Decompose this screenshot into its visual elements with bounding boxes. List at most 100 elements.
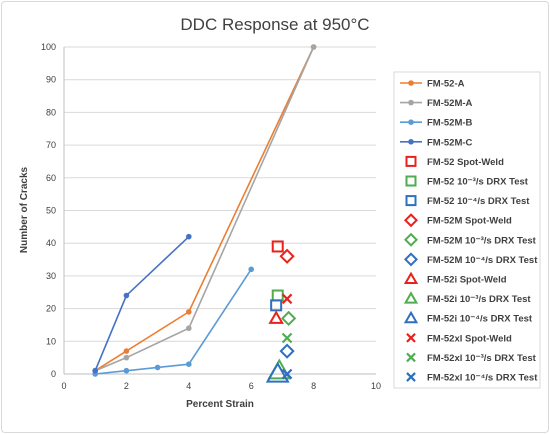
y-axis-label: Number of Cracks <box>19 166 30 253</box>
legend-label: FM-52-A <box>427 79 465 90</box>
legend-swatch <box>405 155 417 167</box>
legend-item: FM-52M-C <box>400 137 473 148</box>
data-marker <box>279 343 295 359</box>
y-tick-label: 30 <box>46 271 56 281</box>
y-tick-label: 90 <box>46 75 56 85</box>
legend-item: FM-52M 10⁻⁴/s DRX Test <box>404 252 538 267</box>
legend-swatch <box>403 310 419 324</box>
y-tick-label: 100 <box>41 42 56 52</box>
data-point <box>186 309 192 315</box>
axes <box>63 47 376 375</box>
tick-labels: 0 10 20 30 40 50 60 70 80 90 100 0 2 4 6 8 10 <box>41 42 381 391</box>
legend-item: FM-52-A <box>400 79 465 90</box>
data-marker <box>265 361 290 383</box>
data-marker <box>271 240 284 253</box>
series-12 <box>265 361 290 383</box>
legend-item: FM-52M-B <box>400 118 473 129</box>
data-point <box>186 325 192 332</box>
series-14 <box>281 332 293 344</box>
legend-item: FM-52i Spot-Weld <box>403 271 507 286</box>
x-tick-label: 6 <box>249 381 254 391</box>
gridlines <box>64 46 376 342</box>
series-15 <box>281 368 293 380</box>
series-layer <box>92 44 317 383</box>
legend-item: FM-52M-A <box>400 98 473 109</box>
legend-label: FM-52 Spot-Weld <box>427 157 504 168</box>
legend-box <box>393 71 541 389</box>
legend-swatch <box>406 372 416 382</box>
data-marker <box>271 289 284 302</box>
legend-item: FM-52i 10⁻³/s DRX Test <box>403 291 531 305</box>
legend-item: FM-52xl 10⁻⁴/s DRX Test <box>406 372 538 384</box>
legend-label: FM-52M-C <box>427 137 473 148</box>
legend-label: FM-52xl 10⁻⁴/s DRX Test <box>427 373 538 384</box>
x-tick-label: 4 <box>186 381 191 391</box>
legend-swatch <box>404 252 418 267</box>
chart-title: DDC Response at 950°C <box>180 15 369 34</box>
data-marker <box>281 332 293 344</box>
legend-item: FM-52 Spot-Weld <box>405 155 504 168</box>
y-tick-label: 60 <box>46 173 56 183</box>
y-tick-label: 70 <box>46 140 56 150</box>
series-0 <box>92 44 317 374</box>
legend-swatch <box>403 271 419 285</box>
legend-label: FM-52M-A <box>427 98 473 109</box>
data-point <box>186 233 192 240</box>
series-line <box>94 46 315 372</box>
series-13 <box>281 293 293 305</box>
legend-item: FM-52M Spot-Weld <box>404 213 512 228</box>
legend-label: FM-52i 10⁻⁴/s DRX Test <box>427 314 533 325</box>
legend-item: FM-52xl Spot-Weld <box>406 332 512 344</box>
legend-swatch-dot <box>408 119 414 125</box>
legend-item: FM-52 10⁻⁴/s DRX Test <box>405 195 530 207</box>
data-marker <box>281 368 293 380</box>
data-point <box>123 367 130 374</box>
series-1 <box>92 44 317 374</box>
series-10 <box>268 310 284 324</box>
x-tick-label: 10 <box>371 381 381 391</box>
legend-item: FM-52M 10⁻³/s DRX Test <box>404 232 537 247</box>
series-4 <box>271 240 284 253</box>
data-point <box>123 348 130 354</box>
series-line <box>94 46 315 372</box>
legend-label: FM-52xl 10⁻³/s DRX Test <box>427 353 537 364</box>
series-5 <box>271 289 284 302</box>
legend-swatch-dot <box>408 139 414 145</box>
y-tick-label: 80 <box>46 107 56 117</box>
legend-item: FM-52i 10⁻⁴/s DRX Test <box>403 310 533 325</box>
series-2 <box>92 266 254 377</box>
legend-swatch <box>406 352 416 363</box>
y-tick-label: 20 <box>46 304 56 314</box>
legend-swatch <box>404 232 418 247</box>
legend-label: FM-52i Spot-Weld <box>427 275 507 286</box>
legend-swatch <box>404 213 418 228</box>
data-point <box>310 44 317 50</box>
legend-swatch <box>405 195 417 207</box>
legend-swatch-dot <box>408 99 414 106</box>
series-9 <box>279 343 295 359</box>
y-tick-label: 10 <box>46 336 56 346</box>
data-point <box>123 292 130 299</box>
legend-label: FM-52M Spot-Weld <box>427 216 512 227</box>
data-marker <box>270 299 283 312</box>
legend-label: FM-52i 10⁻³/s DRX Test <box>427 294 531 305</box>
legend: FM-52-A FM-52M-A FM-52M-B FM-52M-C FM-52 Spo… <box>400 79 538 384</box>
legend-label: FM-52M-B <box>427 118 473 129</box>
x-tick-label: 8 <box>311 381 316 391</box>
legend-swatch <box>405 175 417 187</box>
data-marker <box>268 310 284 324</box>
y-tick-label: 50 <box>46 206 56 216</box>
data-point <box>154 364 161 371</box>
x-axis-label: Percent Strain <box>186 399 254 410</box>
y-tick-label: 40 <box>46 238 56 248</box>
legend-label: FM-52M 10⁻³/s DRX Test <box>427 235 537 246</box>
series-3 <box>92 233 192 374</box>
legend-swatch-dot <box>408 80 414 86</box>
data-point <box>186 361 192 367</box>
legend-swatch <box>403 291 419 304</box>
legend-label: FM-52 10⁻³/s DRX Test <box>427 177 529 188</box>
series-7 <box>279 248 295 264</box>
data-point <box>92 367 98 374</box>
data-marker <box>281 310 297 327</box>
legend-label: FM-52xl Spot-Weld <box>427 333 512 344</box>
